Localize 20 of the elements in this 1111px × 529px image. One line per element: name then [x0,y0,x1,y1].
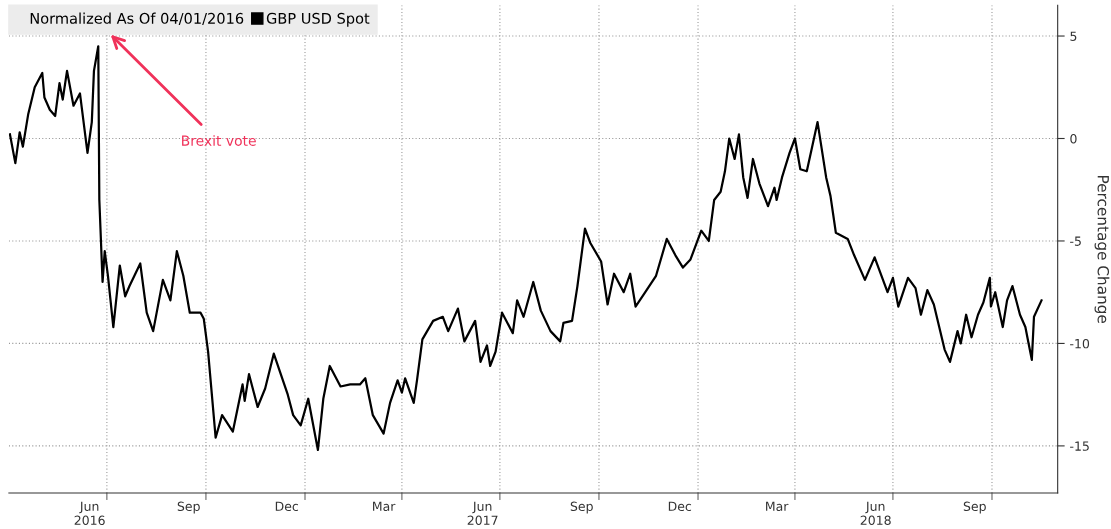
annotation: Brexit vote [182,135,256,146]
y-tick-label: -5 [1070,236,1081,246]
x-tick-label: Sep [177,501,200,514]
legend-label: GBP USD Spot [266,12,370,27]
y-axis-title: Percentage Change [1094,176,1110,323]
line-series [8,45,1043,452]
x-tick-label: Mar [766,501,789,512]
y-tick-label: 0 [1070,133,1077,144]
y-tick-label: -15 [1070,441,1089,451]
y-tick-label: -10 [1070,338,1090,349]
y-tick-label: 5 [1070,31,1077,41]
x-tick-label: Jun 2018 [860,501,891,526]
x-tick-label: Sep [570,501,593,514]
x-tick-label: Sep [963,501,986,514]
x-tick-label: Jun 2017 [467,501,498,526]
x-tick-label: Mar [373,501,396,512]
x-tick-label: Jun 2016 [74,501,105,526]
x-tick-label: Dec [668,501,692,512]
x-tick-label: Dec [275,501,299,512]
legend-title: Normalized As Of 04/01/2016 [30,12,244,26]
